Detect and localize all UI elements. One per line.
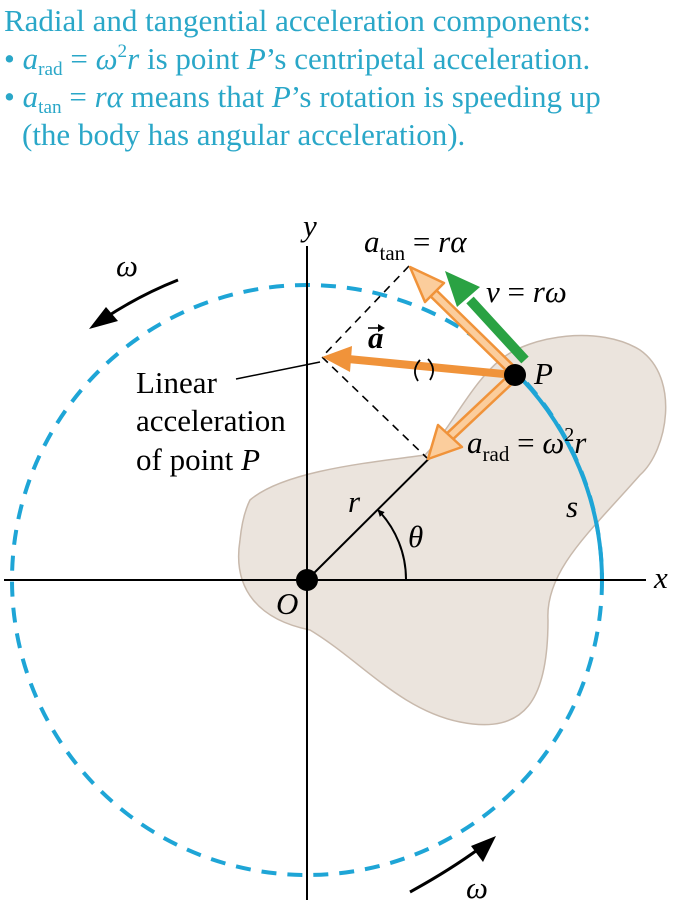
point-p xyxy=(504,364,526,386)
caption-text: ’s centripetal acceleration. xyxy=(265,41,591,76)
arc-s xyxy=(514,371,604,581)
origin-label: O xyxy=(276,586,298,621)
exponent: 2 xyxy=(564,424,574,446)
a-vector-head xyxy=(322,346,352,372)
angular-acceleration-mark xyxy=(414,359,421,382)
exponent: 2 xyxy=(117,41,128,63)
theta-arc xyxy=(377,509,408,581)
equals-sign: = xyxy=(509,425,542,460)
omega-arrow-top xyxy=(104,278,179,320)
a-vector-shaft xyxy=(347,355,515,379)
radius-label: r xyxy=(348,484,361,519)
atan-equation-label: atan = rα xyxy=(364,224,467,265)
x-axis-label: x xyxy=(653,560,668,595)
arad-equation-label: arad = ω2r xyxy=(467,424,587,466)
linear-label-line-2: acceleration xyxy=(136,403,286,438)
vector-arrow-accent-head xyxy=(378,324,385,332)
atan-vector-shaft-fill xyxy=(423,283,518,376)
omega-symbol: ω xyxy=(542,425,564,460)
linear-label-text: of point xyxy=(136,442,241,477)
caption: Radial and tangential acceleration compo… xyxy=(4,2,694,154)
arad-symbol: a xyxy=(467,425,483,460)
omega-symbol: ω xyxy=(95,41,118,76)
arad-vector-head xyxy=(426,423,464,461)
angular-acceleration-mark xyxy=(427,358,434,381)
caption-text: means that xyxy=(122,79,272,114)
omega-label-bottom: ω xyxy=(466,870,488,905)
caption-bullet-1: • arad = ω2r is point P’s centripetal ac… xyxy=(4,40,694,81)
p-symbol: P xyxy=(240,442,260,477)
equals-sign: = xyxy=(500,274,533,309)
p-symbol: P xyxy=(246,41,266,76)
v-vector-shaft xyxy=(466,296,529,364)
atan-symbol: a xyxy=(22,79,39,114)
v-symbol: v xyxy=(486,274,500,309)
bullet-mark: • xyxy=(4,79,15,114)
atan-subscript: tan xyxy=(380,241,406,265)
r-alpha-symbol: rα xyxy=(94,79,123,114)
p-symbol: P xyxy=(271,79,291,114)
caption-bullet-2: • atan = rα means that P’s rotation is s… xyxy=(4,78,694,119)
bullet-mark: • xyxy=(4,41,15,76)
equals-sign: = xyxy=(405,224,438,259)
r-symbol: r xyxy=(574,425,587,460)
r-symbol: r xyxy=(127,41,140,76)
caption-bullet-2-continuation: (the body has angular acceleration). xyxy=(22,117,466,152)
r-alpha-symbol: rα xyxy=(438,224,467,259)
arad-vector-shaft-fill xyxy=(443,373,517,443)
arad-subscript: rad xyxy=(38,59,63,81)
caption-heading: Radial and tangential acceleration compo… xyxy=(4,3,592,38)
arad-subscript: rad xyxy=(483,442,510,466)
omega-arrow-top-head xyxy=(89,307,118,329)
caption-text: ’s rotation is speeding up xyxy=(290,79,601,114)
theta-label: θ xyxy=(408,519,423,554)
omega-arrow-bottom-head xyxy=(471,836,496,862)
caption-text: is point xyxy=(139,41,247,76)
equals-sign: = xyxy=(61,79,95,114)
r-omega-symbol: rω xyxy=(533,274,567,309)
atan-subscript: tan xyxy=(38,97,62,119)
v-equation-label: v = rω xyxy=(486,274,567,309)
arc-s-label: s xyxy=(566,489,578,524)
origin-point xyxy=(296,569,318,591)
atan-symbol: a xyxy=(364,224,380,259)
linear-label-line-3: of point P xyxy=(136,442,260,477)
equals-sign: = xyxy=(62,41,96,76)
point-p-label: P xyxy=(533,356,553,391)
omega-label-top: ω xyxy=(116,248,138,283)
v-vector-head xyxy=(445,271,480,307)
a-vector-label: a xyxy=(368,320,384,355)
linear-label-line-1: Linear xyxy=(136,365,218,400)
atan-vector-head xyxy=(408,265,446,304)
omega-arrow-bottom xyxy=(409,846,481,894)
y-axis-label: y xyxy=(300,208,317,243)
rigid-body xyxy=(237,334,667,726)
arad-symbol: a xyxy=(22,41,39,76)
linear-label-leader xyxy=(235,361,321,380)
